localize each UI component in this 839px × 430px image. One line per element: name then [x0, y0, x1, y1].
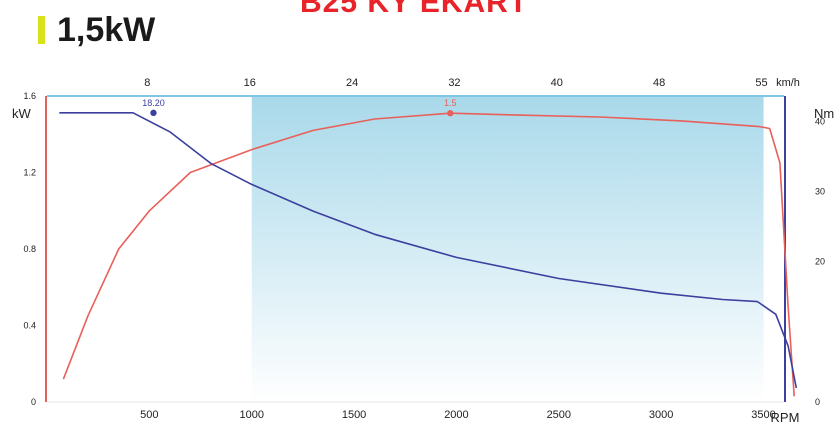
- y-right-tick-label: 0: [815, 397, 820, 407]
- x-tick-label: 3000: [649, 409, 673, 421]
- x-tick-label: 1000: [239, 409, 263, 421]
- y-left-tick-label: 0.4: [23, 321, 36, 331]
- top-tick-label: 24: [346, 77, 358, 89]
- chart-title: B25 KY EKART: [300, 0, 529, 19]
- power-label: 1,5kW: [57, 10, 156, 49]
- top-tick-label: 16: [244, 77, 256, 89]
- y-right-tick-label: 20: [815, 257, 825, 267]
- max-torque-label: 18.20: [142, 98, 165, 108]
- y-right-tick-label: 40: [815, 116, 825, 126]
- y-right-tick-label: 30: [815, 186, 825, 196]
- accent-bar: [38, 16, 45, 44]
- y-left-tick-label: 0: [31, 397, 36, 407]
- x-tick-label: 1500: [342, 409, 366, 421]
- max-torque-marker: [150, 109, 157, 117]
- x-tick-label: 2000: [444, 409, 468, 421]
- max-power-marker: [447, 110, 454, 117]
- y-right-axis-label: Nm: [814, 106, 834, 121]
- highlight-band: [251, 96, 764, 402]
- top-tick-label: 55: [755, 77, 767, 89]
- y-left-tick-label: 0.8: [23, 244, 36, 254]
- y-left-tick-label: 1.6: [23, 91, 36, 101]
- y-left-axis-label: kW: [12, 106, 32, 121]
- top-tick-label: 40: [551, 77, 563, 89]
- x-tick-label: 3500: [751, 409, 775, 421]
- power-rating: 1,5kW: [38, 10, 155, 50]
- top-tick-label: 32: [448, 77, 460, 89]
- x-tick-label: 2500: [547, 409, 571, 421]
- top-axis-label: km/h: [776, 77, 800, 89]
- top-tick-label: 48: [653, 77, 665, 89]
- torque-curve: [59, 112, 798, 389]
- top-tick-label: 8: [144, 77, 150, 89]
- x-axis-label: RPM: [771, 410, 800, 425]
- x-tick-label: 500: [140, 409, 158, 421]
- y-left-tick-label: 1.2: [23, 168, 36, 178]
- max-power-label: 1.5: [444, 98, 457, 108]
